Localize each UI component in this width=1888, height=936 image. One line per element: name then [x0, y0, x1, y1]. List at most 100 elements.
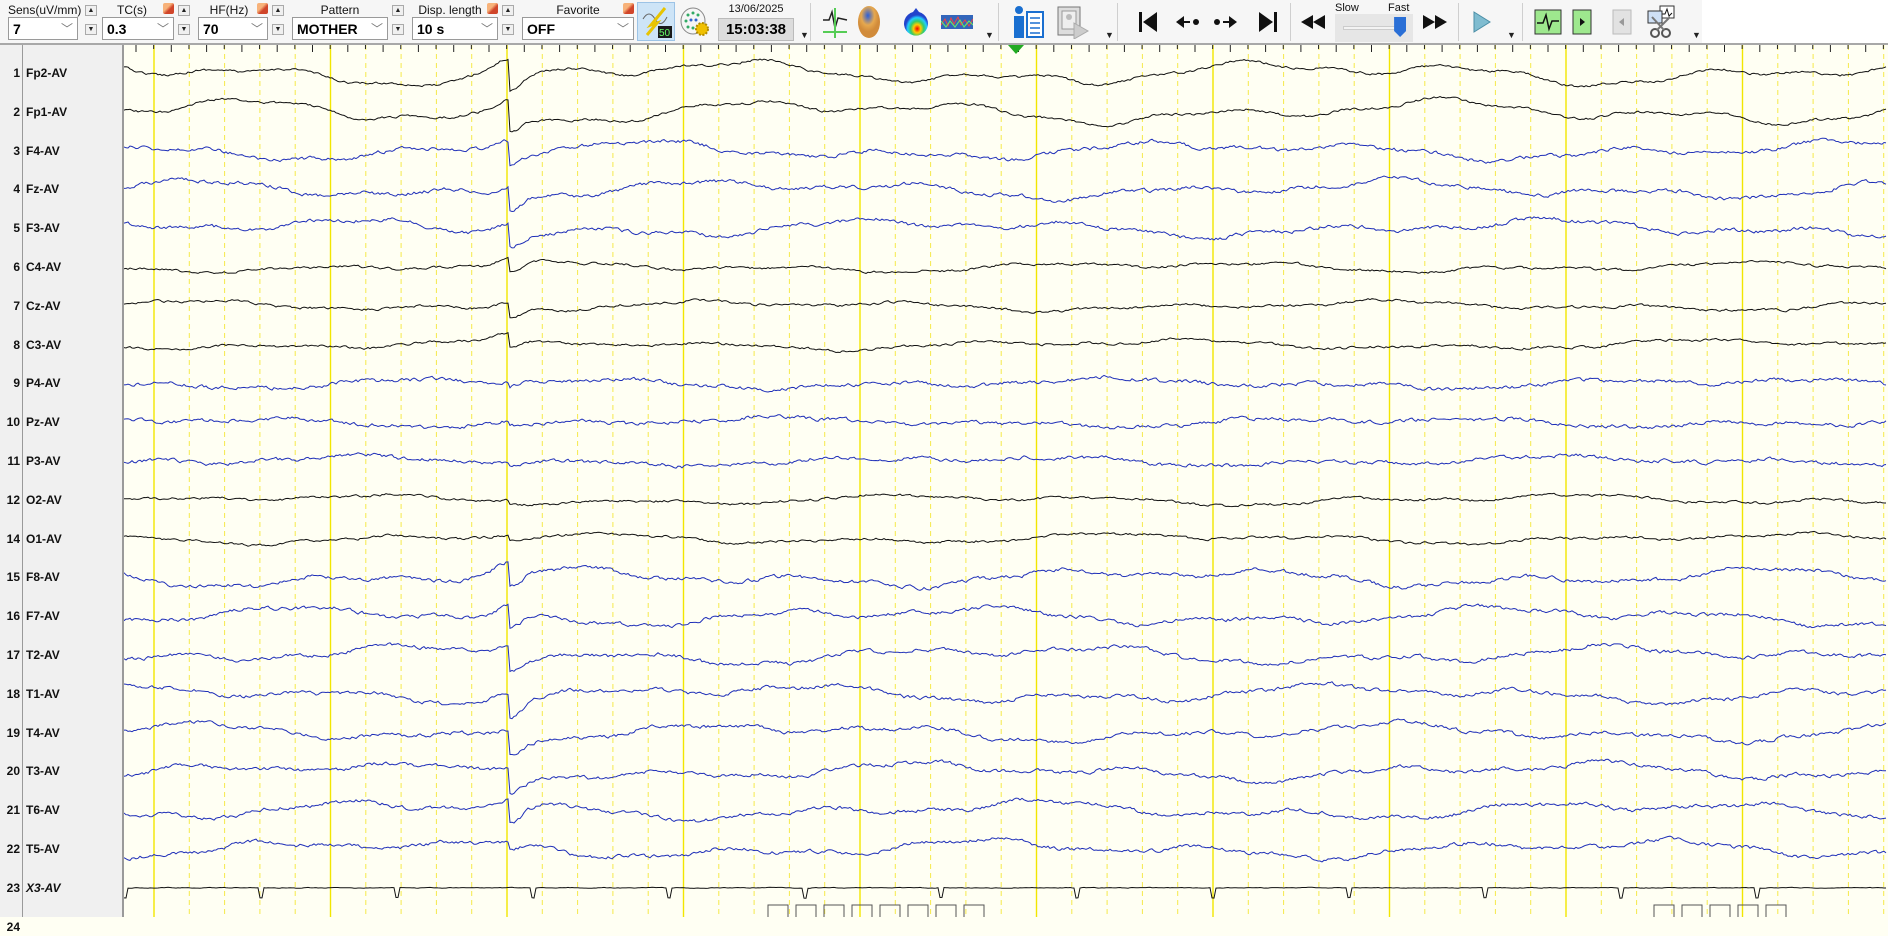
hf-select[interactable]: 70 ﹀ — [198, 17, 268, 40]
calibration-pulse — [1681, 904, 1703, 917]
montage-waveform-button[interactable] — [820, 4, 850, 40]
skip-to-end-button[interactable] — [1255, 4, 1281, 40]
hf-up-button[interactable]: ▲ — [272, 5, 284, 16]
channel-label[interactable]: 5 F3-AV — [0, 221, 122, 237]
waveform-cursor-icon — [823, 8, 848, 38]
channel-label[interactable]: 23 X3-AV — [0, 881, 122, 897]
channel-label[interactable]: 10 Pz-AV — [0, 415, 122, 431]
eeg-trace-fz-av — [124, 175, 1887, 213]
eeg-trace-f3-av — [124, 216, 1887, 249]
channel-name: Cz-AV — [26, 298, 61, 313]
slider-thumb[interactable] — [1394, 17, 1407, 37]
disp-length-select[interactable]: 10 s ﹀ — [412, 17, 498, 40]
skip-start-icon — [1139, 12, 1157, 32]
channel-name: Fp1-AV — [26, 104, 68, 119]
channel-label[interactable]: 15 F8-AV — [0, 570, 122, 586]
notch-filter-button[interactable]: 50 — [637, 2, 675, 41]
page-forward-button[interactable] — [1570, 4, 1594, 40]
channel-name: T2-AV — [26, 648, 60, 662]
channel-label[interactable]: 20 T3-AV — [0, 764, 122, 780]
channel-label[interactable]: 24 — [0, 920, 122, 936]
video-button[interactable] — [1055, 4, 1091, 40]
channel-label[interactable]: 18 T1-AV — [0, 687, 122, 703]
channel-label[interactable]: 7 Cz-AV — [0, 299, 122, 315]
skip-to-start-button[interactable] — [1135, 4, 1161, 40]
tc-label: TC(s) — [117, 3, 147, 17]
tc-select[interactable]: 0.3 ﹀ — [102, 17, 174, 40]
pencil-icon[interactable] — [487, 3, 498, 14]
clip-dropdown-arrow[interactable]: ▼ — [1692, 30, 1701, 40]
pencil-icon[interactable] — [623, 3, 634, 14]
favorite-value: OFF — [527, 21, 555, 37]
step-forward-icon — [1214, 16, 1237, 28]
video-dropdown-arrow[interactable]: ▼ — [1105, 30, 1114, 40]
channel-label[interactable]: 12 O2-AV — [0, 493, 122, 509]
channel-label[interactable]: 3 F4-AV — [0, 144, 122, 160]
disp-up-button[interactable]: ▲ — [502, 5, 514, 16]
channel-label[interactable]: 19 T4-AV — [0, 726, 122, 742]
channel-label[interactable]: 9 P4-AV — [0, 376, 122, 392]
channel-label[interactable]: 1 Fp2-AV — [0, 66, 122, 82]
waveform-view-button[interactable] — [1533, 4, 1563, 40]
pattern-up-button[interactable]: ▲ — [392, 5, 404, 16]
speed-slider[interactable] — [1335, 14, 1413, 42]
channel-label[interactable]: 2 Fp1-AV — [0, 105, 122, 121]
sens-up-button[interactable]: ▲ — [85, 5, 97, 16]
tc-down-button[interactable]: ▼ — [178, 24, 190, 35]
favorite-select[interactable]: OFF ﹀ — [522, 17, 634, 40]
calibration-pulse — [963, 904, 985, 917]
eeg-trace-t1-av — [124, 681, 1887, 720]
pattern-down-button[interactable]: ▼ — [392, 24, 404, 35]
channel-name: T4-AV — [26, 725, 60, 740]
time-dropdown-arrow[interactable]: ▼ — [800, 30, 809, 40]
clip-edit-button[interactable] — [1645, 4, 1681, 40]
step-back-button[interactable] — [1175, 4, 1201, 40]
fast-forward-button[interactable] — [1422, 4, 1448, 40]
channel-number: 10 — [6, 415, 20, 430]
pattern-select[interactable]: MOTHER ﹀ — [292, 17, 388, 40]
divider — [1522, 3, 1523, 41]
pencil-icon[interactable] — [257, 3, 268, 14]
channel-name: F4-AV — [26, 143, 60, 158]
calibration-pulse — [1709, 904, 1731, 917]
channel-name: O1-AV — [26, 531, 62, 546]
patient-info-button[interactable] — [1010, 4, 1046, 40]
pencil-icon[interactable] — [163, 3, 174, 14]
hf-down-button[interactable]: ▼ — [272, 24, 284, 35]
channel-label[interactable]: 8 C3-AV — [0, 338, 122, 354]
analysis-dropdown-arrow[interactable]: ▼ — [985, 30, 994, 40]
page-back-button[interactable] — [1610, 4, 1634, 40]
tc-up-button[interactable]: ▲ — [178, 5, 190, 16]
channel-label[interactable]: 21 T6-AV — [0, 803, 122, 819]
sens-select[interactable]: 7 ﹀ — [8, 17, 78, 40]
time-display[interactable]: 15:03:38 — [718, 18, 794, 41]
channel-number: 4 — [13, 182, 20, 197]
channel-number: 1 — [13, 66, 20, 80]
head-map-button[interactable] — [855, 4, 883, 40]
channel-name: F3-AV — [26, 221, 60, 236]
electrode-settings-button[interactable] — [679, 4, 711, 40]
channel-label[interactable]: 17 T2-AV — [0, 648, 122, 664]
channel-number: 6 — [13, 260, 20, 274]
play-dropdown-arrow[interactable]: ▼ — [1507, 30, 1516, 40]
disp-length-label: Disp. length — [418, 3, 482, 17]
sens-down-button[interactable]: ▼ — [85, 24, 97, 35]
calibration-pulse — [907, 904, 929, 917]
eeg-trace-area[interactable] — [124, 45, 1888, 917]
channel-label[interactable]: 16 F7-AV — [0, 609, 122, 625]
channel-label[interactable]: 14 O1-AV — [0, 532, 122, 548]
head-3d-icon — [858, 6, 880, 38]
play-button[interactable] — [1470, 4, 1494, 40]
topography-button[interactable] — [900, 4, 932, 40]
channel-label[interactable]: 11 P3-AV — [0, 454, 122, 470]
disp-down-button[interactable]: ▼ — [502, 24, 514, 35]
channel-number: 21 — [6, 803, 20, 818]
calibration-pulse — [879, 904, 901, 917]
rewind-button[interactable] — [1300, 4, 1326, 40]
spectrogram-button[interactable] — [940, 4, 974, 40]
channel-label[interactable]: 22 T5-AV — [0, 842, 122, 858]
step-forward-button[interactable] — [1212, 4, 1238, 40]
channel-label[interactable]: 6 C4-AV — [0, 260, 122, 276]
eeg-trace-c4-av — [124, 256, 1887, 275]
channel-label[interactable]: 4 Fz-AV — [0, 182, 122, 198]
